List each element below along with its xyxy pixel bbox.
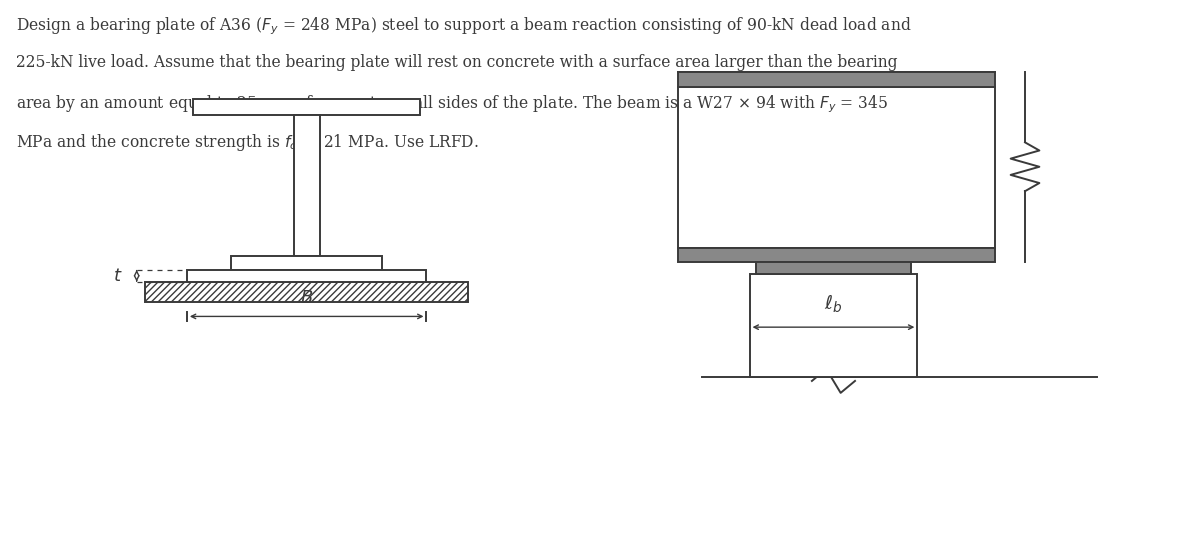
- Bar: [193, 99, 420, 115]
- Text: $t$: $t$: [113, 267, 122, 284]
- Text: Design a bearing plate of A36 ($F_y$ = 248 MPa) steel to support a beam reaction: Design a bearing plate of A36 ($F_y$ = 2…: [16, 15, 911, 37]
- Bar: [232, 256, 382, 270]
- Text: MPa and the concrete strength is $f_c$' = 21 MPa. Use LRFD.: MPa and the concrete strength is $f_c$' …: [16, 132, 479, 153]
- Text: $B$: $B$: [300, 289, 313, 307]
- Text: $\ell_b$: $\ell_b$: [824, 293, 842, 315]
- Bar: [678, 248, 995, 262]
- Text: 225-kN live load. Assume that the bearing plate will rest on concrete with a sur: 225-kN live load. Assume that the bearin…: [16, 54, 898, 71]
- Bar: [294, 115, 320, 256]
- Bar: [678, 87, 995, 248]
- Bar: [750, 274, 917, 377]
- Bar: [145, 282, 468, 302]
- Bar: [678, 72, 995, 87]
- Bar: [756, 262, 911, 274]
- Text: area by an amount equal to 25 mm of concrete on all sides of the plate. The beam: area by an amount equal to 25 mm of conc…: [16, 93, 888, 114]
- Bar: [187, 270, 426, 282]
